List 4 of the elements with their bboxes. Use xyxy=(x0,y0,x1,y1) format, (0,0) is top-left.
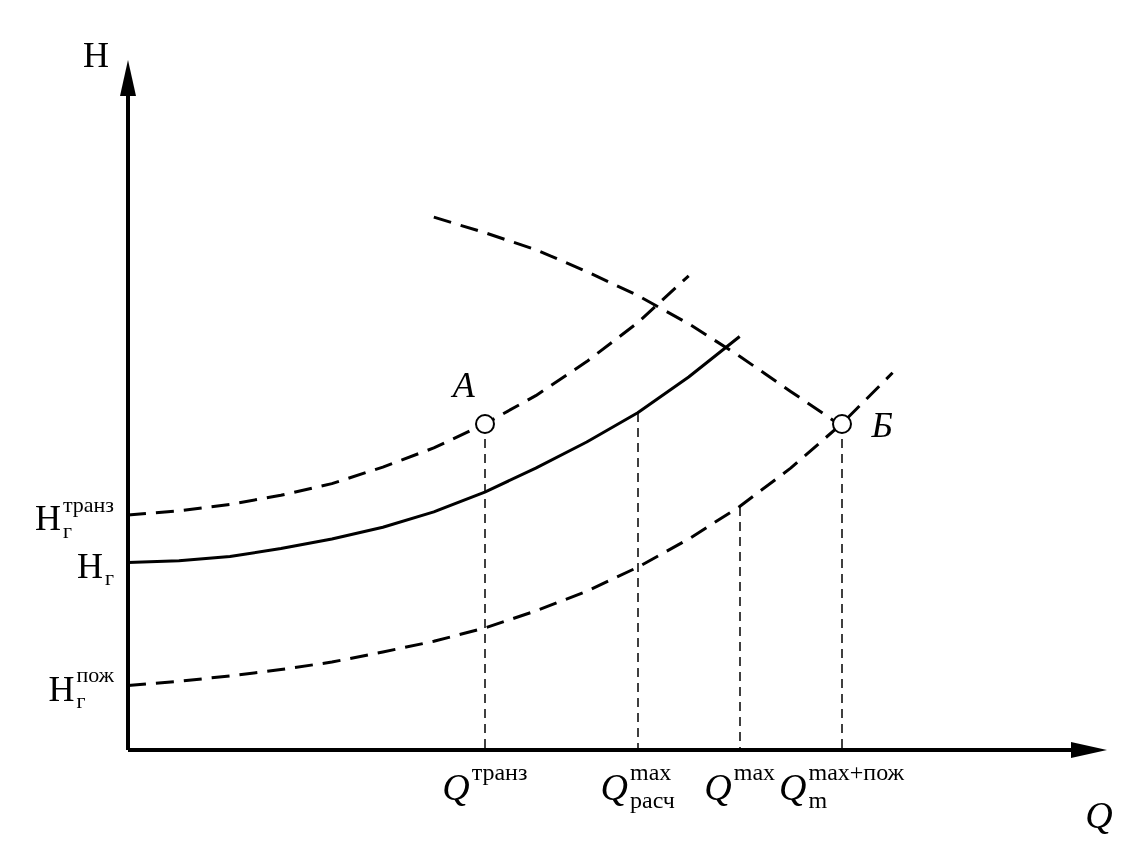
y-axis-title: H xyxy=(83,35,109,76)
x-axis-title: Q xyxy=(1085,793,1113,836)
annotation: Б xyxy=(870,405,893,446)
annotation: A xyxy=(450,365,476,406)
